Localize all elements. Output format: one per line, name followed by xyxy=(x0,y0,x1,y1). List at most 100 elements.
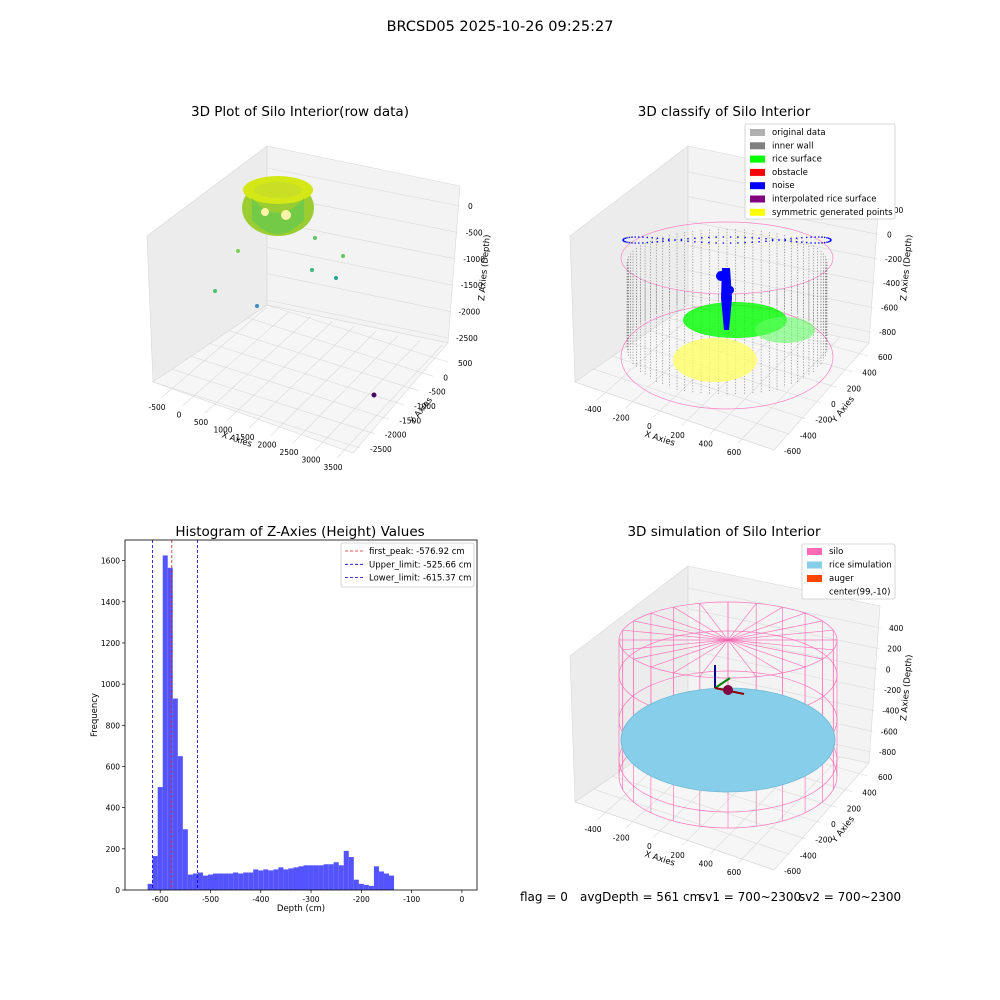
y-tick: -2000 xyxy=(385,431,407,440)
legend-swatch xyxy=(750,182,765,190)
x-tick: 2000 xyxy=(257,441,276,450)
x-tick: 600 xyxy=(727,448,742,457)
histogram-bar xyxy=(263,869,269,890)
y-tick: 1400 xyxy=(101,598,120,607)
x-tick: -300 xyxy=(303,895,320,904)
histogram-bar xyxy=(207,874,213,890)
histogram-bar xyxy=(288,868,294,890)
histogram-reference-lines xyxy=(152,540,198,890)
legend-label: auger xyxy=(829,574,854,584)
legend-label: first_peak: -576.92 cm xyxy=(369,547,465,557)
x-tick: 400 xyxy=(699,439,714,448)
histogram-bar xyxy=(192,873,198,890)
legend-label: rice surface xyxy=(772,155,822,165)
histogram-bar xyxy=(243,872,249,890)
histogram-bar xyxy=(233,872,239,890)
x-tick: 400 xyxy=(699,859,714,868)
x-tick: -500 xyxy=(202,895,219,904)
y-tick: -600 xyxy=(784,867,801,876)
y-tick: 600 xyxy=(878,773,893,782)
x-tick: -200 xyxy=(613,414,630,423)
histogram-legend: first_peak: -576.92 cm Upper_limit: -525.… xyxy=(340,542,475,588)
x-tick: 500 xyxy=(194,418,209,427)
legend-label: noise xyxy=(772,181,795,191)
y-tick: 0 xyxy=(443,373,448,382)
auger-marker xyxy=(723,685,733,695)
x-tick: -400 xyxy=(584,825,601,834)
legend-swatch xyxy=(807,548,822,555)
x-tick: 200 xyxy=(670,431,685,440)
histogram-bar xyxy=(258,870,264,890)
histogram-bar xyxy=(358,883,364,890)
histogram-bar xyxy=(248,872,254,890)
simulation-legend: silo rice simulation auger center(99,-10) xyxy=(801,543,896,600)
raw-plot-title: 3D Plot of Silo Interior(row data) xyxy=(191,104,409,120)
z-tick: -1500 xyxy=(461,281,483,290)
y-tick: 500 xyxy=(458,359,473,368)
histogram-title: Histogram of Z-Axies (Height) Values xyxy=(175,524,424,540)
histogram-xlabel: Depth (cm) xyxy=(277,904,325,914)
histogram-bar xyxy=(348,857,354,890)
legend-label: original data xyxy=(772,128,826,138)
legend-swatch xyxy=(750,168,765,176)
histogram-bar xyxy=(293,867,299,890)
x-tick: 3500 xyxy=(323,463,342,472)
z-tick: -2000 xyxy=(458,308,480,317)
histogram-axes-frame xyxy=(124,539,478,891)
x-tick: 1000 xyxy=(213,426,232,435)
legend-swatch xyxy=(807,561,822,569)
histogram-bar xyxy=(328,864,334,890)
z-tick: 0 xyxy=(887,230,892,239)
histogram-bar xyxy=(383,873,389,890)
histogram-bar xyxy=(167,567,173,890)
y-tick: 200 xyxy=(106,845,121,854)
simulation-plot-objects xyxy=(618,601,838,829)
z-tick: -400 xyxy=(882,707,899,716)
y-tick: -400 xyxy=(800,431,817,440)
histogram-ylabel: Frequency xyxy=(90,693,100,737)
simulation-plot-zlabel: Z Axies (Depth) xyxy=(899,654,915,721)
x-tick: -100 xyxy=(403,895,420,904)
histogram-bar xyxy=(268,870,274,890)
legend-label: obstacle xyxy=(772,168,808,178)
histogram-bar xyxy=(283,869,289,890)
histogram-bar xyxy=(278,867,284,890)
y-tick: 400 xyxy=(106,804,121,813)
histogram-bar xyxy=(253,869,259,890)
histogram-bar xyxy=(318,865,324,890)
status-line: flag = 0 avgDepth = 561 cm sv1 = 700~230… xyxy=(520,890,901,904)
status-sv2: sv2 = 700~2300 xyxy=(799,890,901,904)
z-tick: 0 xyxy=(886,665,891,674)
legend-label: Upper_limit: -525.66 cm xyxy=(369,560,472,570)
classified-legend: original data inner wall rice surface obsta… xyxy=(744,123,896,220)
legend-swatch xyxy=(750,129,765,136)
x-tick: 0 xyxy=(647,842,652,851)
z-tick: 400 xyxy=(889,624,904,633)
histogram-bar xyxy=(338,865,344,890)
x-tick: 600 xyxy=(727,868,742,877)
y-tick: 400 xyxy=(862,369,877,378)
y-tick: 400 xyxy=(862,789,877,798)
histogram-bar xyxy=(202,875,208,890)
raw-plot-zlabel: Z Axies (Depth) xyxy=(477,234,493,301)
histogram-tick-labels: -600 -500 -400 -300 -200 -100 0 0 200 400 600 800 10… xyxy=(101,557,465,904)
z-tick: -200 xyxy=(884,686,901,695)
histogram-bar xyxy=(157,787,163,890)
x-tick: 3000 xyxy=(301,456,320,465)
histogram-bar xyxy=(313,865,319,890)
simulation-plot-title: 3D simulation of Silo Interior xyxy=(627,524,821,540)
auger-axis-y xyxy=(714,677,731,689)
histogram-bar xyxy=(197,872,203,890)
histogram-bar xyxy=(303,865,309,890)
histogram-bar xyxy=(323,864,329,890)
y-tick: -200 xyxy=(815,836,832,845)
y-tick: 600 xyxy=(106,762,121,771)
x-tick: -200 xyxy=(353,895,370,904)
classified-plot-title: 3D classify of Silo Interior xyxy=(638,104,811,120)
raw-plot-gridlines xyxy=(152,167,461,459)
y-tick: -1000 xyxy=(414,402,436,411)
histogram-bar xyxy=(218,873,224,890)
histogram-bar xyxy=(378,871,384,890)
x-tick: -600 xyxy=(152,895,169,904)
